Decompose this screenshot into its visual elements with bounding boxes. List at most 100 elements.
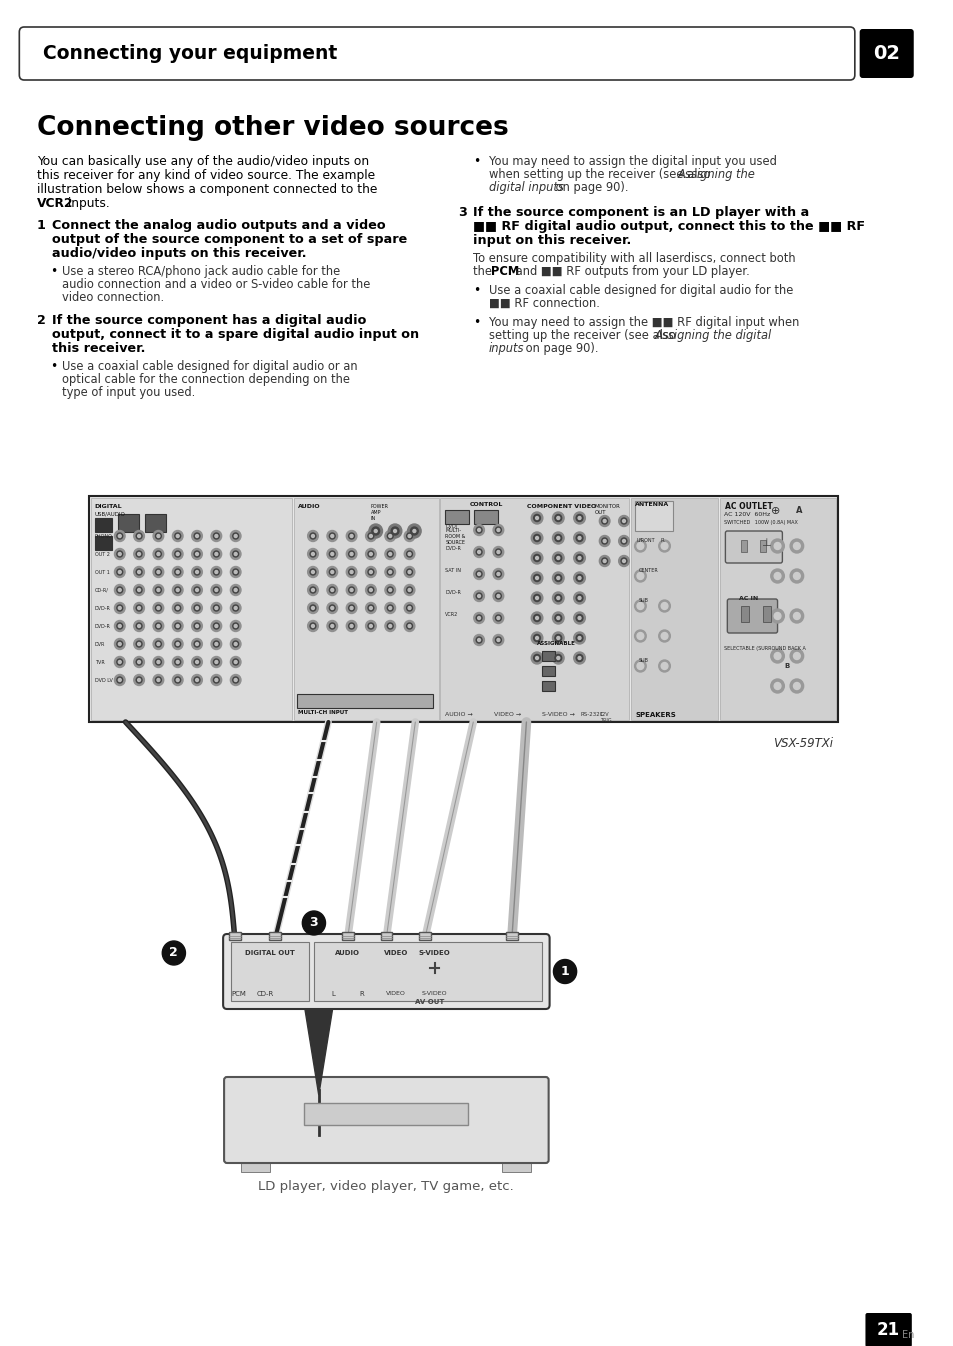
Circle shape [117, 551, 123, 557]
Text: inputs.: inputs. [64, 197, 110, 210]
Circle shape [474, 612, 484, 623]
Circle shape [368, 533, 374, 538]
Circle shape [384, 549, 395, 560]
Text: If the source component has a digital audio: If the source component has a digital au… [52, 314, 366, 327]
Circle shape [195, 625, 198, 627]
Circle shape [310, 569, 315, 575]
Circle shape [195, 678, 198, 681]
Circle shape [133, 584, 144, 595]
Circle shape [194, 623, 200, 629]
Circle shape [192, 621, 202, 631]
Circle shape [192, 530, 202, 541]
Circle shape [230, 530, 241, 541]
Circle shape [233, 641, 238, 647]
Circle shape [332, 966, 335, 969]
Circle shape [497, 572, 499, 576]
Circle shape [214, 678, 217, 681]
Circle shape [230, 549, 241, 560]
Circle shape [495, 528, 500, 533]
Text: S-VIDEO: S-VIDEO [418, 950, 450, 956]
Circle shape [234, 571, 237, 573]
Circle shape [387, 551, 393, 557]
Circle shape [770, 649, 783, 664]
Circle shape [555, 595, 561, 602]
Text: AC IN: AC IN [739, 596, 758, 602]
Bar [304, 1102, 468, 1125]
Text: PHONO: PHONO [94, 533, 112, 538]
Circle shape [137, 534, 140, 537]
Circle shape [573, 552, 585, 564]
Circle shape [114, 549, 125, 560]
Circle shape [155, 641, 161, 647]
Circle shape [535, 596, 537, 599]
Circle shape [389, 588, 392, 591]
Text: output of the source component to a set of spare: output of the source component to a set … [52, 233, 407, 246]
Circle shape [384, 530, 395, 541]
Circle shape [601, 518, 607, 524]
Circle shape [618, 556, 629, 567]
Text: Connecting other video sources: Connecting other video sources [36, 114, 508, 141]
Circle shape [578, 556, 580, 560]
Text: VIDEO →: VIDEO → [493, 712, 520, 717]
Circle shape [230, 584, 241, 595]
Text: MONITOR
OUT: MONITOR OUT [595, 503, 620, 514]
Circle shape [312, 607, 314, 610]
Circle shape [552, 651, 563, 664]
Circle shape [598, 536, 609, 546]
Circle shape [329, 587, 335, 594]
Circle shape [552, 511, 563, 524]
Circle shape [349, 604, 355, 611]
Circle shape [327, 603, 337, 614]
Circle shape [404, 621, 415, 631]
Text: AV OUT: AV OUT [415, 999, 444, 1005]
Circle shape [387, 587, 393, 594]
Circle shape [474, 634, 484, 646]
Circle shape [557, 576, 559, 580]
Text: ⊕: ⊕ [770, 506, 780, 516]
Bar [91, 498, 292, 720]
Circle shape [195, 661, 198, 664]
Circle shape [213, 660, 219, 665]
Circle shape [552, 532, 563, 544]
Circle shape [176, 678, 179, 681]
Circle shape [557, 616, 559, 619]
Circle shape [578, 596, 580, 599]
Text: 12V
TRIG: 12V TRIG [599, 712, 611, 723]
Circle shape [535, 556, 537, 560]
Circle shape [770, 678, 783, 693]
Circle shape [433, 966, 436, 969]
Circle shape [659, 540, 670, 552]
Circle shape [192, 549, 202, 560]
Circle shape [408, 552, 411, 556]
Circle shape [176, 588, 179, 591]
Circle shape [423, 957, 445, 979]
Bar [501, 1160, 531, 1172]
Circle shape [133, 674, 144, 685]
Circle shape [214, 571, 217, 573]
Circle shape [601, 538, 607, 544]
Circle shape [155, 677, 161, 682]
Circle shape [214, 661, 217, 664]
Bar [719, 498, 836, 720]
Circle shape [174, 623, 180, 629]
Circle shape [369, 588, 372, 591]
Circle shape [350, 625, 353, 627]
Circle shape [152, 621, 164, 631]
Circle shape [369, 571, 372, 573]
Circle shape [555, 514, 561, 521]
Circle shape [601, 559, 607, 564]
Circle shape [230, 603, 241, 614]
Circle shape [211, 530, 221, 541]
Circle shape [618, 536, 629, 546]
Circle shape [407, 524, 420, 538]
Text: on page 90).: on page 90). [521, 342, 598, 355]
Circle shape [477, 595, 480, 598]
Text: and ■■ RF outputs from your LD player.: and ■■ RF outputs from your LD player. [512, 265, 749, 279]
Circle shape [174, 587, 180, 594]
Circle shape [557, 517, 559, 520]
Bar [341, 931, 354, 940]
Circle shape [535, 576, 537, 580]
Text: VCR2: VCR2 [445, 612, 458, 616]
Circle shape [495, 615, 500, 621]
Circle shape [136, 551, 142, 557]
